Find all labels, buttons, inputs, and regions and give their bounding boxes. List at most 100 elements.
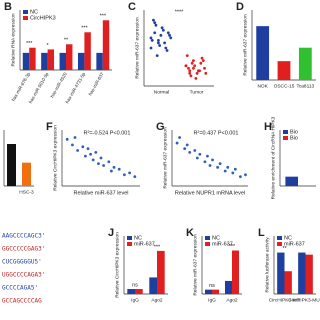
- y-axis-label: Relative CircHIPK3 expression: [52, 125, 58, 191]
- point: [161, 28, 165, 32]
- point: [149, 46, 153, 50]
- x-tick-label: Ago2: [151, 297, 163, 303]
- x-tick-label: Ago2: [226, 297, 238, 303]
- point: [187, 66, 190, 70]
- point: [199, 61, 203, 65]
- legend-swatch: [283, 130, 288, 134]
- point: [110, 169, 113, 173]
- point: [192, 66, 195, 70]
- point: [97, 162, 100, 166]
- bar: [84, 32, 91, 70]
- bar: [29, 47, 36, 70]
- bar: [96, 52, 103, 70]
- point: [203, 66, 206, 70]
- point: [193, 149, 197, 152]
- point: [233, 167, 237, 171]
- legend-swatch: [277, 236, 282, 240]
- point: [76, 149, 79, 152]
- legend-swatch: [277, 242, 282, 246]
- significance: ***: [100, 14, 107, 20]
- bar: [59, 52, 66, 70]
- point: [164, 46, 168, 50]
- annotation: R²=-0.524 P<0.001: [84, 130, 131, 136]
- sequence-text: GGCCCCCGAG3': [2, 246, 45, 253]
- y-axis-label: Relative CircHIPK3 expression: [114, 232, 120, 298]
- sequence-text: UGGCCCCAGA3': [2, 272, 45, 279]
- point: [183, 147, 187, 151]
- point: [159, 33, 163, 37]
- point: [81, 145, 85, 149]
- bar: [41, 52, 48, 70]
- annotation: R²=0.437 P<0.001: [194, 130, 239, 136]
- bar: [232, 250, 239, 294]
- point: [166, 31, 170, 35]
- x-tick-label: OSCC-15: [274, 83, 295, 89]
- panel-letter: H: [264, 121, 272, 133]
- point: [128, 171, 132, 175]
- bar: [212, 289, 219, 294]
- legend-label: NC: [30, 9, 38, 15]
- bar: [149, 277, 157, 294]
- point: [185, 143, 189, 147]
- bar: [277, 252, 285, 294]
- point: [112, 165, 116, 169]
- x-tick-label: has-miR-5010-5p: [28, 71, 50, 104]
- point: [193, 64, 197, 68]
- bar: [102, 20, 110, 71]
- point: [190, 61, 194, 65]
- panel-letter: K: [186, 227, 194, 239]
- point: [155, 54, 159, 57]
- point: [107, 160, 111, 164]
- significance: ***: [229, 244, 236, 250]
- point: [65, 137, 69, 141]
- x-tick-label: Normal: [154, 89, 169, 95]
- y-axis-label: Relative miR-637 expression: [162, 127, 168, 189]
- x-tick-label: IgG: [208, 297, 216, 303]
- point: [117, 167, 121, 171]
- significance: **: [282, 246, 287, 252]
- panel-letter: J: [108, 227, 114, 239]
- x-axis-label: Relative NUPR1 mRNA level: [175, 190, 245, 196]
- legend-swatch: [283, 136, 288, 140]
- point: [185, 54, 189, 57]
- point: [175, 141, 179, 145]
- point: [71, 143, 74, 147]
- point: [123, 173, 126, 177]
- point: [208, 164, 212, 167]
- point: [192, 59, 195, 63]
- point: [206, 154, 209, 158]
- y-axis-label: Relative miR-637 expression: [192, 234, 198, 296]
- x-tick-label: has-miR-4520: [49, 71, 68, 98]
- panel-letter: F: [46, 121, 53, 133]
- point: [203, 160, 207, 164]
- legend-label: NC: [284, 235, 292, 241]
- significance: ***: [154, 244, 161, 250]
- panel-letter: B: [4, 1, 12, 13]
- point: [188, 151, 192, 154]
- legend-swatch: [205, 242, 210, 246]
- point: [188, 69, 192, 73]
- point: [102, 164, 105, 167]
- significance: ns: [209, 283, 215, 289]
- point: [218, 162, 222, 166]
- bar: [135, 289, 143, 294]
- panel-letter: L: [258, 227, 265, 239]
- significance: ns: [132, 282, 138, 288]
- bar: [225, 280, 232, 294]
- sequence-text: AAGCCCCAGC3': [2, 233, 45, 240]
- legend-label: NC: [134, 235, 142, 241]
- point: [165, 49, 169, 52]
- point: [194, 77, 198, 80]
- point: [133, 175, 137, 179]
- point: [204, 71, 208, 75]
- point: [226, 165, 230, 169]
- panel-letter: C: [128, 1, 136, 13]
- x-tick-label: has-miR-637: [87, 71, 104, 96]
- point: [231, 171, 235, 175]
- legend-swatch: [23, 16, 28, 20]
- point: [149, 36, 153, 40]
- legend-label: NC: [212, 235, 220, 241]
- bar: [285, 176, 298, 186]
- point: [198, 152, 202, 156]
